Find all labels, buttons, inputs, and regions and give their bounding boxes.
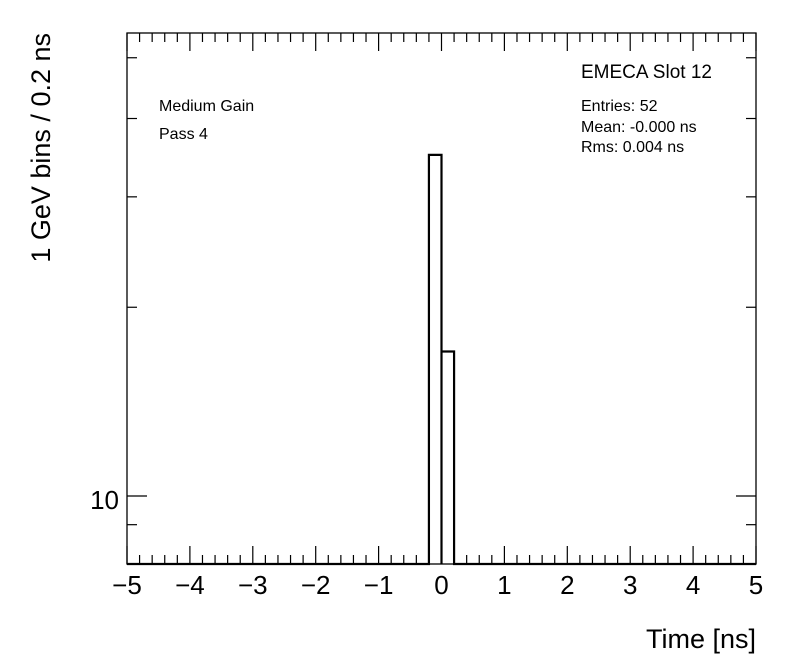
x-tick-label: 2 bbox=[560, 570, 574, 600]
x-tick-label: 5 bbox=[749, 570, 763, 600]
x-tick-label: −3 bbox=[238, 570, 268, 600]
y-tick-label: 10 bbox=[90, 485, 119, 515]
x-tick-label: 0 bbox=[434, 570, 448, 600]
x-axis-label: Time [ns] bbox=[646, 624, 756, 654]
histogram-bin bbox=[442, 352, 455, 564]
x-tick-label: 3 bbox=[623, 570, 637, 600]
y-axis-label: 1 GeV bins / 0.2 ns bbox=[26, 33, 56, 263]
x-tick-label: 4 bbox=[686, 570, 700, 600]
stats-mean: Mean: -0.000 ns bbox=[581, 119, 697, 136]
x-tick-label: −1 bbox=[364, 570, 394, 600]
x-axis-ticks bbox=[126, 33, 757, 564]
x-tick-label: 1 bbox=[497, 570, 511, 600]
chart-title: EMECA Slot 12 bbox=[581, 62, 712, 83]
stats-rms: Rms: 0.004 ns bbox=[581, 139, 685, 156]
gain-label: Medium Gain bbox=[159, 98, 255, 115]
x-tick-label: −4 bbox=[175, 570, 205, 600]
x-tick-label: −5 bbox=[112, 570, 142, 600]
histogram-outline bbox=[127, 153, 756, 566]
x-axis-tick-labels: −5 −4 −3 −2 −1 0 1 2 3 4 5 bbox=[112, 570, 763, 600]
stats-entries: Entries: 52 bbox=[581, 98, 658, 115]
x-tick-label: −2 bbox=[301, 570, 331, 600]
histogram-bin bbox=[429, 155, 442, 564]
y-axis-ticks bbox=[127, 57, 756, 526]
pass-label: Pass 4 bbox=[159, 126, 208, 143]
